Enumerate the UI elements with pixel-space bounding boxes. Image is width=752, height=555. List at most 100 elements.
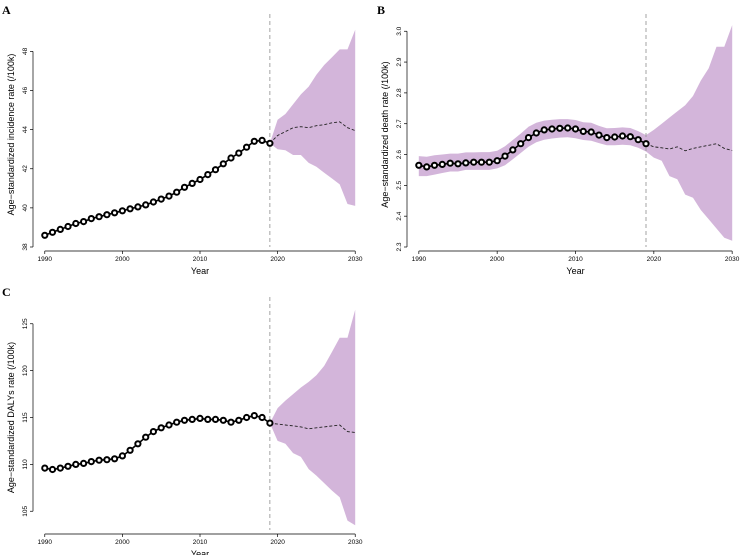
y-tick-label: 2.5 [396, 180, 403, 189]
data-point [243, 143, 251, 151]
y-tick-label: 40 [22, 204, 29, 212]
data-point [56, 225, 64, 233]
data-point [227, 418, 235, 426]
data-point [517, 140, 525, 148]
x-tick-label: 2020 [270, 256, 285, 263]
data-point [64, 222, 72, 231]
data-point [611, 133, 619, 141]
data-point [564, 124, 572, 132]
data-point [556, 124, 564, 132]
data-point [235, 149, 243, 157]
data-point [235, 416, 243, 424]
data-point [454, 160, 462, 168]
x-tick-label: 2030 [348, 539, 363, 546]
panel-a: A 1990 2000 2010 2020 2030 38 40 42 44 46 48 Year Age… [2, 3, 363, 276]
data-point [266, 139, 274, 147]
data-point [211, 166, 220, 174]
data-point [56, 464, 64, 472]
x-tick-label: 2030 [348, 256, 363, 263]
forecast-mean-line [269, 121, 356, 144]
data-point [571, 125, 580, 133]
data-point [477, 158, 486, 166]
x-tick-label: 2010 [193, 256, 208, 263]
data-point [258, 136, 266, 144]
data-point [72, 219, 80, 228]
data-point [149, 428, 157, 436]
data-point [524, 134, 533, 142]
data-point [165, 192, 173, 200]
panel-letter-b: B [377, 3, 385, 17]
data-point [188, 415, 196, 423]
data-point [118, 452, 127, 460]
data-point [126, 205, 134, 213]
data-point [415, 161, 423, 169]
data-point [118, 207, 127, 215]
x-tick-label: 1990 [412, 256, 427, 263]
data-point [548, 125, 556, 133]
data-point [180, 416, 189, 424]
data-point [103, 211, 111, 219]
observed-line [44, 414, 271, 471]
data-point [95, 456, 103, 464]
data-point [134, 203, 142, 211]
panel-c: C 1990 2000 2010 2020 2030 105 110 115 120 125 Year… [2, 285, 363, 555]
data-point [72, 460, 80, 468]
y-tick-label: 46 [22, 86, 29, 94]
data-point [485, 158, 493, 166]
y-tick-label: 2.9 [396, 57, 403, 66]
data-point [41, 231, 49, 239]
data-point [111, 209, 119, 217]
x-tick-label: 2000 [490, 256, 505, 263]
y-axis-title: Age−standardized death rate (/100k) [380, 61, 390, 207]
y-tick-label: 2.8 [396, 88, 403, 97]
data-point [587, 128, 595, 136]
data-point [423, 163, 431, 171]
data-point [462, 159, 470, 167]
data-point [438, 160, 446, 168]
data-point [173, 418, 181, 426]
data-point [595, 131, 603, 139]
data-point [87, 458, 95, 466]
x-tick-label: 1990 [38, 256, 53, 263]
data-point [250, 412, 258, 420]
data-point [165, 421, 173, 429]
data-point [430, 161, 439, 169]
forecast-mean-line [269, 422, 356, 433]
data-point [95, 213, 103, 221]
data-point [258, 413, 266, 422]
y-tick-label: 48 [22, 47, 29, 55]
data-point [87, 215, 95, 223]
data-point [180, 183, 189, 191]
data-point [509, 146, 517, 154]
x-tick-label: 2000 [115, 539, 130, 546]
x-axis-title: Year [191, 549, 209, 555]
data-point [80, 459, 88, 467]
y-tick-label: 125 [22, 318, 29, 329]
data-point [227, 154, 235, 162]
data-point [266, 419, 274, 427]
data-point [188, 179, 196, 187]
forecast-uncertainty-band [269, 29, 356, 206]
data-point [250, 137, 258, 145]
y-tick-label: 2.4 [396, 211, 403, 220]
y-tick-label: 3.0 [396, 26, 403, 35]
x-tick-label: 2010 [193, 539, 208, 546]
data-point [134, 440, 142, 448]
data-point [157, 195, 165, 203]
uncertainty-band-historical [418, 119, 646, 177]
data-point [157, 424, 165, 432]
data-point [111, 455, 119, 463]
data-point [48, 228, 57, 236]
y-tick-label: 2.6 [396, 150, 403, 159]
y-tick-label: 115 [22, 412, 29, 423]
panel-letter-c: C [2, 285, 11, 299]
y-tick-label: 105 [22, 505, 29, 516]
x-tick-label: 2020 [270, 539, 285, 546]
panel-b: B 1990 2000 2010 2020 2030 2.3 2.4 2.5 2.6 2.7 2.8 2… [377, 3, 740, 276]
data-point [149, 198, 157, 206]
data-point [103, 456, 111, 464]
data-point [48, 465, 57, 474]
y-axis-title: Age−standardized DALYs rate (/100k) [6, 342, 16, 493]
data-point [501, 152, 509, 160]
